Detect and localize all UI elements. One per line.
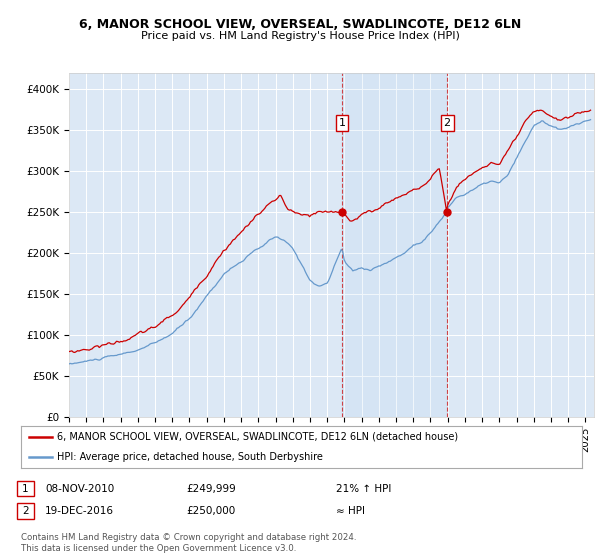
Bar <box>342 73 447 417</box>
Text: 1: 1 <box>22 484 29 494</box>
Text: HPI: Average price, detached house, South Derbyshire: HPI: Average price, detached house, Sout… <box>58 452 323 462</box>
Text: ≈ HPI: ≈ HPI <box>336 506 365 516</box>
Text: Price paid vs. HM Land Registry's House Price Index (HPI): Price paid vs. HM Land Registry's House … <box>140 31 460 41</box>
Text: Contains HM Land Registry data © Crown copyright and database right 2024.
This d: Contains HM Land Registry data © Crown c… <box>21 533 356 553</box>
Text: 2: 2 <box>22 506 29 516</box>
Text: 6, MANOR SCHOOL VIEW, OVERSEAL, SWADLINCOTE, DE12 6LN: 6, MANOR SCHOOL VIEW, OVERSEAL, SWADLINC… <box>79 18 521 31</box>
Text: 1: 1 <box>338 118 346 128</box>
Text: 08-NOV-2010: 08-NOV-2010 <box>45 484 114 494</box>
Text: 6, MANOR SCHOOL VIEW, OVERSEAL, SWADLINCOTE, DE12 6LN (detached house): 6, MANOR SCHOOL VIEW, OVERSEAL, SWADLINC… <box>58 432 458 442</box>
Text: 21% ↑ HPI: 21% ↑ HPI <box>336 484 391 494</box>
Text: £250,000: £250,000 <box>186 506 235 516</box>
Text: £249,999: £249,999 <box>186 484 236 494</box>
Text: 2: 2 <box>443 118 451 128</box>
Text: 19-DEC-2016: 19-DEC-2016 <box>45 506 114 516</box>
